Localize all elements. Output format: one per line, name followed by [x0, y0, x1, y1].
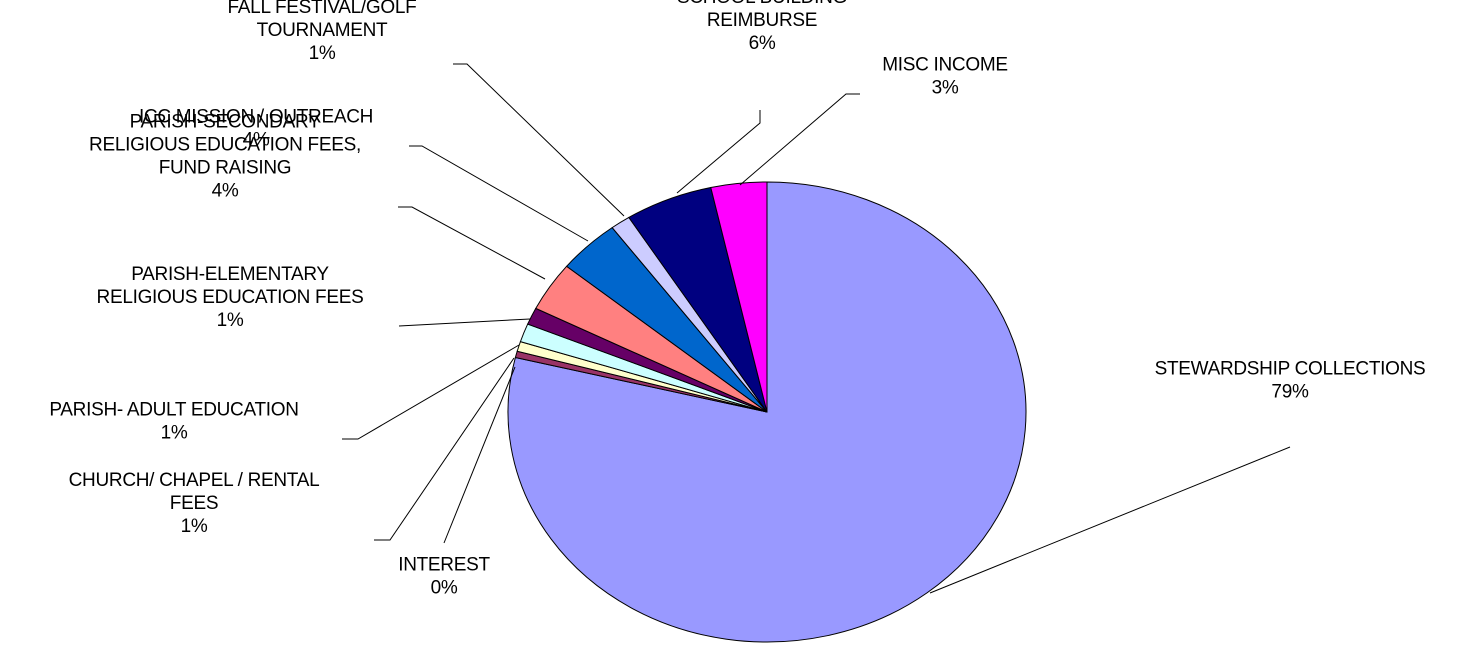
slice-label-fall-festival-golf-tournament: FALL FESTIVAL/GOLF TOURNAMENT 1% [228, 0, 417, 64]
slice-label-parish-secondary-religious-education-fees-fund-raising: PARISH-SECONDARY RELIGIOUS EDUCATION FEES… [89, 112, 361, 202]
slice-percent-label: 0% [431, 578, 458, 599]
slice-name-line: ICC MISSION / OUTREACH [139, 107, 373, 128]
slice-label-stewardship-collections: STEWARDSHIP COLLECTIONS 79% [1155, 359, 1426, 403]
slice-label-interest: INTEREST 0% [398, 555, 490, 599]
pie-slices [507, 181, 1027, 643]
leader-line-fall-festival-golf-tournament [453, 63, 625, 217]
slice-label-parish-elementary-religious-education-fees: PARISH-ELEMENTARY RELIGIOUS EDUCATION FEE… [97, 264, 364, 331]
slice-name-line: REIMBURSE [707, 10, 817, 31]
slice-name-line: RELIGIOUS EDUCATION FEES, [89, 135, 361, 156]
slice-name-line: FUND RAISING [159, 158, 292, 179]
slice-name-line: RELIGIOUS EDUCATION FEES [97, 287, 364, 308]
slice-percent-label: 1% [181, 516, 208, 537]
slice-percent-label: 3% [932, 78, 959, 99]
leader-line-interest [443, 366, 516, 544]
slice-label-church-chapel-rental-fees: CHURCH/ CHAPEL / RENTAL FEES 1% [69, 470, 320, 537]
slice-percent-label: 4% [212, 181, 239, 202]
slice-name-line: PARISH-SECONDARY [130, 112, 321, 133]
leader-line-parish-elementary-religious-education-fees [398, 318, 531, 327]
slice-percent-label: 4% [243, 130, 270, 151]
slice-name-line: TOURNAMENT [257, 20, 388, 41]
slice-name-line: INTEREST [398, 555, 490, 576]
slice-name-line: CHURCH/ CHAPEL / RENTAL [69, 470, 320, 491]
slice-name-line: PARISH- ADULT EDUCATION [49, 400, 298, 421]
slice-name-line: FALL FESTIVAL/GOLF [228, 0, 417, 18]
slice-label-misc-income: MISC INCOME 3% [882, 55, 1007, 99]
slice-name-line: SCHOOL BUILDING [677, 0, 847, 8]
pie-slice-misc-income [710, 181, 768, 413]
slice-percent-label: 6% [749, 33, 776, 54]
slice-percent-label: 79% [1271, 382, 1309, 403]
slice-labels: STEWARDSHIP COLLECTIONS 79% INTEREST 0% CHUR… [49, 0, 1425, 599]
slice-percent-label: 1% [161, 423, 188, 444]
slice-percent-label: 1% [309, 43, 336, 64]
slice-name-line: PARISH-ELEMENTARY [131, 264, 329, 285]
leader-line-church-chapel-rental-fees [374, 357, 515, 541]
leader-line-parish-adult-education [342, 344, 520, 440]
leader-line-icc-mission-outreach [409, 145, 589, 242]
slice-percent-label: 1% [217, 310, 244, 331]
leader-line-school-building-reimburse [676, 110, 761, 194]
slice-name-line: STEWARDSHIP COLLECTIONS [1155, 359, 1426, 380]
leader-line-parish-secondary-religious-education-fees-fund-raising [398, 206, 546, 280]
slice-name-line: MISC INCOME [882, 55, 1007, 76]
slice-label-icc-mission-outreach: ICC MISSION / OUTREACH 4% [139, 107, 373, 151]
leader-line-misc-income [739, 93, 860, 186]
slice-name-line: FEES [170, 493, 218, 514]
leader-line-stewardship-collections [929, 446, 1291, 594]
leader-lines [342, 63, 1291, 594]
slice-label-parish-adult-education: PARISH- ADULT EDUCATION 1% [49, 400, 298, 444]
